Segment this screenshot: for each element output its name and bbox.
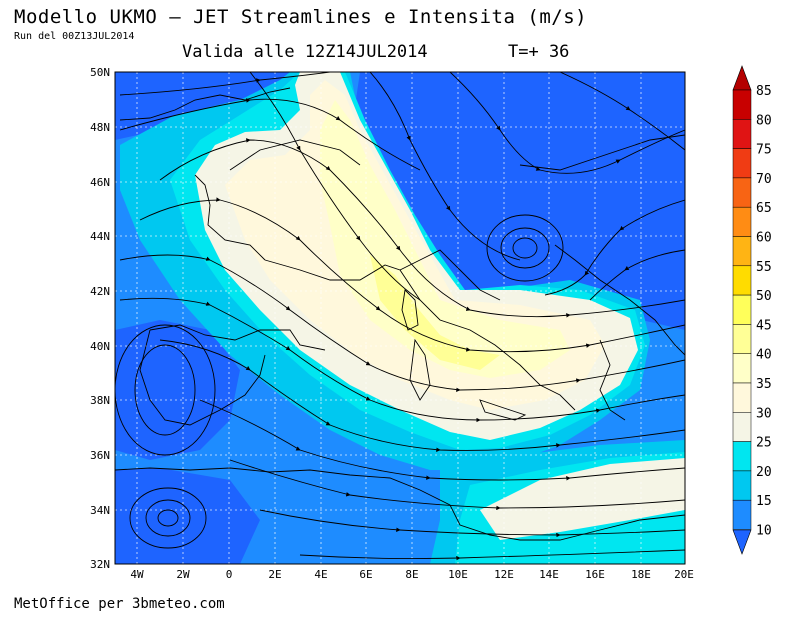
- legend-swatch: [732, 294, 752, 325]
- lat-tick-label: 32N: [90, 558, 110, 571]
- lon-tick-label: 4W: [130, 568, 144, 581]
- lon-tick-label: 12E: [494, 568, 514, 581]
- lat-tick-label: 44N: [90, 230, 110, 243]
- lat-axis: 50N 48N 46N 44N 42N 40N 38N 36N 34N 32N: [90, 66, 110, 571]
- lon-tick-label: 8E: [405, 568, 418, 581]
- lon-tick-label: 0: [226, 568, 233, 581]
- lon-tick-label: 2W: [176, 568, 190, 581]
- legend-swatch: [732, 441, 752, 472]
- legend-swatch: [732, 177, 752, 208]
- legend-label: 50: [756, 289, 772, 304]
- legend-top-arrow: [732, 65, 752, 91]
- legend-label: 15: [756, 494, 772, 509]
- lon-tick-label: 20E: [674, 568, 694, 581]
- plot-frame: [114, 71, 686, 565]
- forecast-step-label: T=+ 36: [508, 42, 570, 62]
- lat-tick-label: 42N: [90, 285, 110, 298]
- legend-label: 60: [756, 231, 772, 246]
- wind-field: [115, 72, 685, 564]
- legend-swatch: [732, 470, 752, 501]
- legend-swatches: [732, 89, 752, 530]
- legend-label: 55: [756, 260, 772, 275]
- lat-tick-label: 34N: [90, 504, 110, 517]
- lon-tick-label: 4E: [314, 568, 327, 581]
- speed-band-10-sw: [115, 468, 260, 564]
- legend-swatch: [732, 353, 752, 384]
- legend-swatch: [732, 499, 752, 530]
- lon-tick-label: 10E: [448, 568, 468, 581]
- valid-time-label: Valida alle 12Z14JUL2014: [182, 42, 428, 62]
- credit-footer: MetOffice per 3bmeteo.com: [14, 596, 225, 612]
- lat-tick-label: 50N: [90, 66, 110, 79]
- speed-band-10-north: [115, 72, 290, 140]
- legend-swatch: [732, 412, 752, 442]
- lon-tick-label: 2E: [268, 568, 281, 581]
- legend-swatch: [732, 148, 752, 179]
- legend-swatch: [732, 119, 752, 149]
- chart-title: Modello UKMO — JET Streamlines e Intensi…: [14, 6, 588, 28]
- lat-tick-label: 48N: [90, 121, 110, 134]
- legend-label: 75: [756, 143, 772, 158]
- lon-axis: 4W 2W 0 2E 4E 6E 8E 10E 12E 14E 16E 18E …: [130, 568, 694, 581]
- legend-label: 85: [756, 84, 772, 99]
- lon-tick-label: 16E: [585, 568, 605, 581]
- legend-label: 70: [756, 172, 772, 187]
- legend-swatch: [732, 89, 752, 120]
- legend-labels: 85 80 75 70 65 60 55 50 45 40 35 30 25 20 15 10: [756, 84, 772, 539]
- legend-label: 25: [756, 436, 772, 451]
- legend-label: 80: [756, 113, 772, 128]
- legend-bottom-arrow: [732, 529, 752, 555]
- legend-swatch: [732, 265, 752, 296]
- lat-tick-label: 36N: [90, 449, 110, 462]
- legend-label: 45: [756, 318, 772, 333]
- color-legend: 85 80 75 70 65 60 55 50 45 40 35 30 25 20 15 10: [732, 65, 772, 555]
- lat-tick-label: 40N: [90, 340, 110, 353]
- run-label: Run del 00Z13JUL2014: [14, 31, 135, 42]
- legend-swatch: [732, 382, 752, 413]
- legend-label: 10: [756, 524, 772, 539]
- lon-tick-label: 14E: [539, 568, 559, 581]
- lon-tick-label: 18E: [631, 568, 651, 581]
- lon-tick-label: 6E: [359, 568, 372, 581]
- legend-swatch: [732, 236, 752, 267]
- lat-tick-label: 38N: [90, 394, 110, 407]
- legend-label: 40: [756, 348, 772, 363]
- legend-label: 35: [756, 377, 772, 392]
- legend-label: 30: [756, 406, 772, 421]
- legend-label: 20: [756, 465, 772, 480]
- legend-swatch: [732, 324, 752, 354]
- legend-label: 65: [756, 201, 772, 216]
- streamlines: [115, 72, 685, 561]
- legend-swatch: [732, 206, 752, 237]
- lat-tick-label: 46N: [90, 176, 110, 189]
- speed-band-30-south: [480, 458, 685, 540]
